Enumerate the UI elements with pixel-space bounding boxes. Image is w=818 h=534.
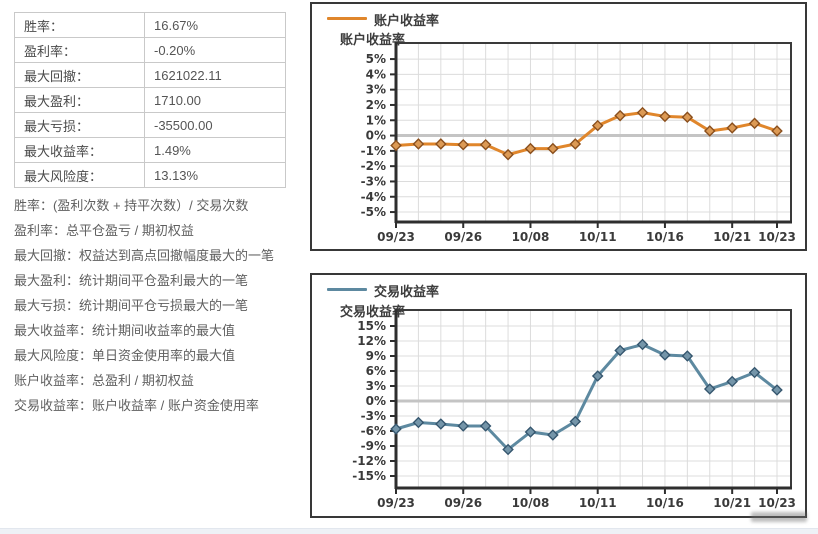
svg-text:3%: 3% [366,83,386,97]
bottom-strip [0,528,818,534]
account-return-legend-label: 账户收益率 [374,13,440,28]
trade-return-legend-line-icon [327,288,367,291]
stat-value: 1621022.11 [144,62,286,88]
svg-text:10/23: 10/23 [758,496,796,510]
trade-return-chart-panel: 交易收益率 交易收益率 15% 12% 9% 6% 3% 0% -3% -6% -9% -12% -… [310,273,807,518]
definition-line: 盈利率：总平仓盈亏 / 期初权益 [14,223,194,238]
stats-table-body: 胜率： 16.67% 盈利率： -0.20% 最大回撤： 1621022.11 最大盈利： 1… [14,12,286,188]
stat-value: 1710.00 [144,87,286,113]
stats-row: 盈利率： -0.20% [14,37,286,63]
svg-text:12%: 12% [357,334,386,348]
svg-text:10/16: 10/16 [646,496,684,510]
definition-line: 最大收益率：统计期间收益率的最大值 [14,323,236,338]
svg-text:10/21: 10/21 [713,230,751,244]
stat-value: -35500.00 [144,112,286,138]
svg-text:10/11: 10/11 [579,496,617,510]
definition-line: 胜率：(盈利次数 + 持平次数）/ 交易次数 [14,198,249,213]
stats-row: 胜率： 16.67% [14,12,286,38]
svg-text:-15%: -15% [352,469,386,483]
svg-text:09/23: 09/23 [377,230,415,244]
stats-table: 胜率： 16.67% 盈利率： -0.20% 最大回撤： 1621022.11 最大盈利： 1… [14,12,286,188]
trade-return-axis-title: 交易收益率 [340,304,406,319]
svg-text:2%: 2% [366,98,386,112]
stat-label: 最大盈利： [14,87,145,113]
svg-text:9%: 9% [366,349,386,363]
stats-row: 最大盈利： 1710.00 [14,87,286,113]
definition-line: 最大风险度：单日资金使用率的最大值 [14,348,236,363]
svg-text:10/08: 10/08 [512,230,550,244]
stats-row: 最大风险度： 13.13% [14,162,286,188]
trade-return-legend-label: 交易收益率 [374,284,440,299]
stats-row: 最大亏损： -35500.00 [14,112,286,138]
svg-text:10/08: 10/08 [512,496,550,510]
svg-text:09/26: 09/26 [444,496,482,510]
stat-value: -0.20% [144,37,286,63]
svg-text:-12%: -12% [352,454,386,468]
svg-text:-9%: -9% [361,439,386,453]
watermark-smudge [751,512,807,522]
stat-label: 最大收益率： [14,137,145,163]
definition-line: 最大亏损：统计期间平仓亏损最大的一笔 [14,298,249,313]
svg-text:10/11: 10/11 [579,230,617,244]
stat-label: 最大回撤： [14,62,145,88]
svg-text:4%: 4% [366,67,386,81]
definition-line: 最大回撤：权益达到高点回撤幅度最大的一笔 [14,248,275,263]
stat-label: 胜率： [14,12,145,38]
svg-text:0%: 0% [366,129,386,143]
trade-return-chart: 15%12%9%6%3%0%-3%-6%-9%-12%-15% 09/23 09/2… [352,309,796,510]
account-return-chart: 5%4% 3%2%1% 0%-1%-2%-3% -4%-5% 09/23 09/26 10/… [361,42,796,244]
stat-label: 盈利率： [14,37,145,63]
metric-definitions: 胜率：(盈利次数 + 持平次数）/ 交易次数 盈利率：总平仓盈亏 / 期初权益最大… [14,193,274,418]
svg-text:10/21: 10/21 [713,496,751,510]
stat-value: 1.49% [144,137,286,163]
definition-line: 交易收益率：账户收益率 / 账户资金使用率 [14,398,259,413]
stat-label: 最大风险度： [14,162,145,188]
svg-text:-2%: -2% [361,159,386,173]
svg-text:3%: 3% [366,379,386,393]
svg-text:-5%: -5% [361,205,386,219]
account-return-axis-title: 账户收益率 [340,32,406,47]
svg-text:5%: 5% [366,52,386,66]
svg-text:1%: 1% [366,113,386,127]
stat-value: 13.13% [144,162,286,188]
svg-text:09/26: 09/26 [444,230,482,244]
svg-text:-3%: -3% [361,174,386,188]
svg-text:-1%: -1% [361,144,386,158]
svg-text:10/23: 10/23 [758,230,796,244]
svg-text:0%: 0% [366,394,386,408]
account-return-chart-panel: 账户收益率 账户收益率 5% 4% 3% 2% 1% 0% -1% -2% -3% -4% -5% 0… [310,2,807,251]
definition-line: 最大盈利：统计期间平仓盈利最大的一笔 [14,273,249,288]
svg-text:10/16: 10/16 [646,230,684,244]
svg-text:15%: 15% [357,319,386,333]
svg-text:6%: 6% [366,364,386,378]
svg-text:-6%: -6% [361,424,386,438]
svg-text:-4%: -4% [361,190,386,204]
svg-text:09/23: 09/23 [377,496,415,510]
stats-row: 最大收益率： 1.49% [14,137,286,163]
stat-value: 16.67% [144,12,286,38]
stat-label: 最大亏损： [14,112,145,138]
account-return-legend-line-icon [327,17,367,20]
svg-text:-3%: -3% [361,409,386,423]
definition-line: 账户收益率：总盈利 / 期初权益 [14,373,194,388]
stats-row: 最大回撤： 1621022.11 [14,62,286,88]
